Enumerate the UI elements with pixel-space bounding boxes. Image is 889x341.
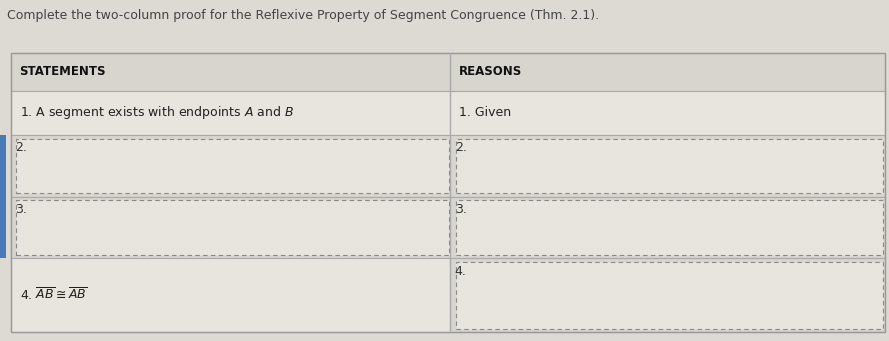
Text: Complete the two-column proof for the Reflexive Property of Segment Congruence (: Complete the two-column proof for the Re…: [7, 9, 599, 21]
Bar: [450, 197, 885, 258]
Text: 2.: 2.: [454, 142, 467, 154]
Bar: [16, 139, 449, 193]
Text: 1. Given: 1. Given: [459, 106, 511, 119]
Text: 3.: 3.: [454, 203, 467, 216]
Text: 2.: 2.: [15, 142, 27, 154]
Text: 4.: 4.: [454, 265, 467, 278]
Bar: [455, 200, 883, 255]
Bar: [450, 91, 885, 135]
Bar: [455, 139, 883, 193]
Bar: [11, 53, 885, 332]
Bar: [455, 262, 883, 329]
Bar: [11, 197, 450, 258]
Bar: [11, 91, 450, 135]
Bar: [0, 135, 6, 258]
Text: STATEMENTS: STATEMENTS: [20, 65, 106, 78]
Bar: [450, 258, 885, 332]
Text: 4. $\overline{AB} \cong \overline{AB}$: 4. $\overline{AB} \cong \overline{AB}$: [20, 287, 87, 303]
Text: REASONS: REASONS: [459, 65, 523, 78]
Bar: [11, 135, 450, 197]
Bar: [16, 200, 449, 255]
Text: 3.: 3.: [15, 203, 27, 216]
Bar: [450, 53, 885, 91]
Bar: [11, 53, 450, 91]
Bar: [11, 258, 450, 332]
Bar: [450, 135, 885, 197]
Text: 1. A segment exists with endpoints $\mathit{A}$ and $\mathit{B}$: 1. A segment exists with endpoints $\mat…: [20, 104, 293, 121]
